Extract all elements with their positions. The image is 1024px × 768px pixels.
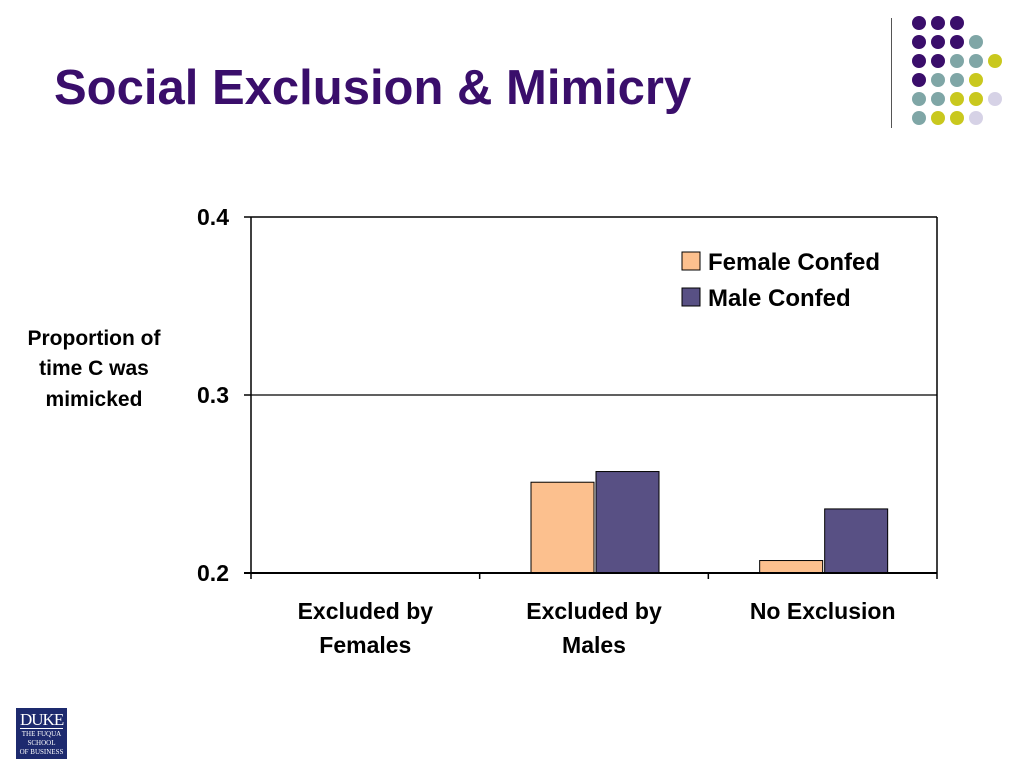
y-tick-label: 0.4 bbox=[197, 204, 229, 230]
y-tick-label: 0.2 bbox=[197, 560, 229, 586]
y-axis-label: Proportion of time C was mimicked bbox=[27, 327, 161, 411]
x-tick-label: Males bbox=[562, 632, 626, 658]
x-tick-label: Females bbox=[319, 632, 411, 658]
bar bbox=[759, 560, 824, 574]
duke-logo-wordmark: DUKE bbox=[20, 710, 64, 729]
y-tick-label: 0.3 bbox=[197, 382, 229, 408]
duke-logo: DUKE THE FUQUA SCHOOL OF BUSINESS bbox=[16, 708, 67, 759]
x-tick-label: Excluded by bbox=[526, 598, 662, 624]
duke-logo-subtitle: THE FUQUA SCHOOL OF BUSINESS bbox=[19, 730, 64, 756]
bar bbox=[595, 471, 660, 574]
x-tick-label: No Exclusion bbox=[750, 598, 896, 624]
legend-label: Male Confed bbox=[708, 285, 851, 312]
legend-swatch bbox=[681, 287, 701, 307]
slide-title: Social Exclusion & Mimicry bbox=[54, 61, 692, 115]
legend-label: Female Confed bbox=[708, 249, 880, 276]
bar bbox=[824, 508, 889, 574]
legend-swatch bbox=[681, 251, 701, 271]
title-divider bbox=[891, 18, 892, 128]
x-tick-label: Excluded by bbox=[298, 598, 434, 624]
bar bbox=[530, 481, 595, 574]
